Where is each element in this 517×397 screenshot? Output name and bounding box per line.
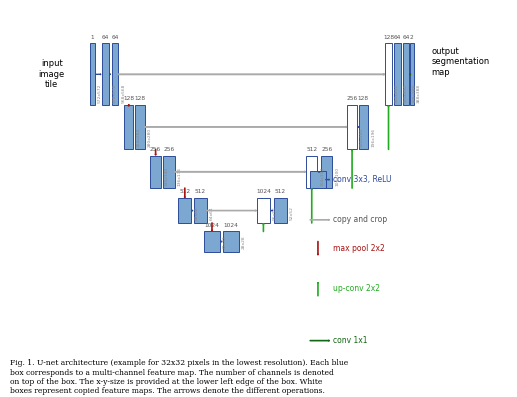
Bar: [194, 198, 207, 223]
Text: conv 3x3, ReLU: conv 3x3, ReLU: [333, 175, 392, 184]
Text: 388x388: 388x388: [413, 84, 417, 103]
Bar: [150, 156, 161, 188]
Text: 28x28: 28x28: [242, 235, 246, 249]
Text: 136x136: 136x136: [178, 166, 182, 186]
Text: conv 1x1: conv 1x1: [333, 336, 368, 345]
Bar: [385, 43, 392, 105]
Text: 128: 128: [134, 96, 146, 101]
Text: 256: 256: [346, 96, 358, 101]
Text: 64: 64: [402, 35, 410, 40]
Text: 56x56: 56x56: [273, 206, 277, 220]
Text: 104x104: 104x104: [321, 166, 325, 186]
Bar: [274, 198, 287, 223]
Text: 2: 2: [410, 35, 414, 40]
Bar: [310, 171, 326, 188]
Text: 512: 512: [306, 147, 317, 152]
Text: 1024: 1024: [256, 189, 271, 195]
Text: 200x200: 200x200: [360, 128, 364, 147]
Text: 52x52: 52x52: [290, 206, 294, 220]
Text: 1024: 1024: [205, 223, 219, 228]
Text: input
image
tile: input image tile: [39, 60, 65, 89]
Bar: [347, 104, 357, 149]
Text: 390x390: 390x390: [404, 84, 408, 103]
Text: output
segmentation
map: output segmentation map: [432, 47, 490, 77]
Text: 256: 256: [163, 147, 175, 152]
Bar: [124, 104, 133, 149]
Text: Fig. 1. U-net architecture (example for 32x32 pixels in the lowest resolution). : Fig. 1. U-net architecture (example for …: [10, 359, 348, 395]
Text: 284x284: 284x284: [136, 128, 141, 147]
Text: 100x100: 100x100: [336, 166, 340, 186]
Bar: [321, 156, 332, 188]
Text: 512: 512: [195, 189, 206, 195]
Text: 388x388: 388x388: [417, 84, 421, 103]
Text: 572x572: 572x572: [98, 83, 102, 103]
Text: 196x196: 196x196: [371, 128, 375, 147]
Text: 64: 64: [111, 35, 119, 40]
Text: 570x570: 570x570: [112, 83, 116, 103]
Text: 140x140: 140x140: [164, 166, 169, 186]
Text: up-conv 2x2: up-conv 2x2: [333, 284, 381, 293]
Text: 128: 128: [123, 96, 134, 101]
Text: 128: 128: [358, 96, 369, 101]
Text: 64: 64: [393, 35, 401, 40]
Bar: [257, 198, 270, 223]
Text: 512: 512: [275, 189, 286, 195]
Text: 32x32: 32x32: [223, 235, 227, 249]
Bar: [90, 43, 95, 105]
Bar: [359, 104, 368, 149]
Text: 128: 128: [383, 35, 394, 40]
Bar: [394, 43, 401, 105]
Text: 1024: 1024: [224, 223, 238, 228]
Text: 64: 64: [102, 35, 110, 40]
Text: 1: 1: [90, 35, 95, 40]
Text: 64x64: 64x64: [210, 207, 214, 220]
Text: 256: 256: [321, 147, 332, 152]
Bar: [135, 104, 145, 149]
Text: 280x280: 280x280: [148, 128, 152, 147]
Text: 256: 256: [150, 147, 161, 152]
Bar: [163, 156, 175, 188]
Text: 68x68: 68x68: [194, 207, 199, 220]
Bar: [102, 43, 109, 105]
Bar: [306, 156, 317, 188]
Bar: [410, 43, 414, 105]
Text: 568x568: 568x568: [121, 83, 126, 103]
Text: max pool 2x2: max pool 2x2: [333, 244, 385, 253]
Text: 512: 512: [179, 189, 190, 195]
Bar: [112, 43, 118, 105]
Text: 392x392: 392x392: [395, 84, 399, 103]
Text: copy and crop: copy and crop: [333, 215, 388, 224]
Bar: [223, 231, 239, 252]
Bar: [204, 231, 220, 252]
Bar: [178, 198, 191, 223]
Bar: [403, 43, 409, 105]
